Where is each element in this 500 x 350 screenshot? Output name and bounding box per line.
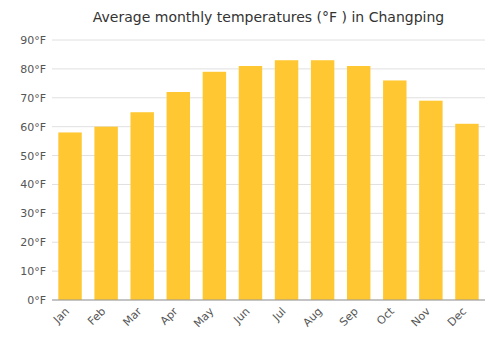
y-tick-label: 0°F bbox=[27, 294, 46, 307]
y-tick-label: 40°F bbox=[20, 178, 46, 191]
bar bbox=[347, 66, 370, 300]
bar bbox=[419, 101, 442, 300]
bar bbox=[203, 72, 226, 300]
y-tick-label: 20°F bbox=[20, 236, 46, 249]
y-tick-label: 10°F bbox=[20, 265, 46, 278]
grid-line bbox=[52, 68, 485, 69]
bar bbox=[167, 92, 190, 300]
bar bbox=[275, 60, 298, 300]
x-tick-label: Mar bbox=[120, 305, 144, 329]
grid-line bbox=[52, 97, 485, 98]
x-tick-label: Feb bbox=[85, 305, 108, 328]
y-tick-label: 90°F bbox=[20, 34, 46, 47]
bar bbox=[130, 112, 153, 300]
bar bbox=[383, 80, 406, 300]
x-tick-label: Sep bbox=[337, 305, 361, 329]
chart-container: Average monthly temperatures (°F ) in Ch… bbox=[0, 0, 500, 350]
x-tick-label: Jan bbox=[50, 305, 72, 327]
x-tick-label: Oct bbox=[374, 304, 397, 327]
x-tick-label: Jun bbox=[231, 305, 253, 327]
y-tick-label: 70°F bbox=[20, 92, 46, 105]
bar bbox=[58, 132, 81, 300]
x-tick-label: May bbox=[191, 305, 217, 331]
x-tick-label: Jul bbox=[269, 305, 288, 324]
chart-title: Average monthly temperatures (°F ) in Ch… bbox=[93, 9, 444, 25]
x-tick-label: Dec bbox=[445, 305, 469, 329]
bar bbox=[455, 124, 478, 300]
y-tick-label: 60°F bbox=[20, 121, 46, 134]
grid-line bbox=[52, 300, 485, 301]
y-tick-label: 80°F bbox=[20, 63, 46, 76]
x-tick-label: Apr bbox=[158, 305, 181, 328]
grid-line bbox=[52, 40, 485, 41]
bar bbox=[311, 60, 334, 300]
y-tick-label: 50°F bbox=[20, 150, 46, 163]
chart-svg: Average monthly temperatures (°F ) in Ch… bbox=[0, 0, 500, 350]
bar bbox=[94, 127, 117, 300]
y-grid bbox=[52, 40, 485, 300]
bar bbox=[239, 66, 262, 300]
x-tick-label: Aug bbox=[300, 305, 324, 329]
x-axis-line bbox=[52, 300, 485, 301]
y-tick-label: 30°F bbox=[20, 207, 46, 220]
bars bbox=[58, 60, 478, 300]
x-tick-label: Nov bbox=[409, 305, 434, 330]
